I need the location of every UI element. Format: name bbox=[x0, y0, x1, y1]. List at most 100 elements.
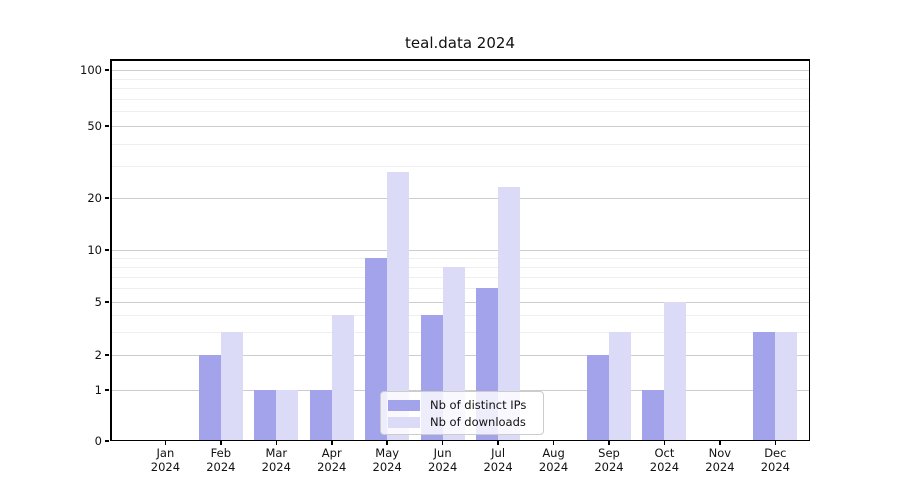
x-tick-month: May bbox=[375, 446, 400, 460]
legend-label-downloads: Nb of downloads bbox=[430, 415, 526, 429]
x-tick-mark-oct bbox=[663, 441, 666, 445]
x-tick-mark-jul bbox=[497, 441, 499, 445]
x-tick-month: Jun bbox=[433, 446, 452, 460]
y-tick-mark-2 bbox=[105, 354, 109, 356]
x-tick-month: Aug bbox=[542, 446, 565, 460]
x-tick-label-jul: Jul 2024 bbox=[470, 446, 526, 474]
x-tick-label-sep: Sep 2024 bbox=[581, 446, 637, 474]
x-tick-year: 2024 bbox=[206, 460, 236, 474]
chart-title: teal.data 2024 bbox=[405, 34, 515, 52]
legend-swatch-distinct-ips-icon bbox=[388, 399, 420, 411]
x-tick-mark-may bbox=[386, 441, 388, 445]
x-tick-label-jan: Jan 2024 bbox=[137, 446, 193, 474]
legend-swatch-downloads-icon bbox=[388, 416, 420, 428]
bar-downloads-jul bbox=[498, 187, 521, 441]
y-tick-mark-100 bbox=[105, 69, 109, 71]
x-tick-year: 2024 bbox=[705, 460, 735, 474]
x-tick-month: Oct bbox=[654, 446, 675, 460]
bar-downloads-sep bbox=[609, 331, 631, 441]
minor-gridline-80 bbox=[110, 88, 810, 90]
major-gridline-10 bbox=[110, 250, 810, 251]
bar-downloads-feb bbox=[220, 331, 243, 441]
y-tick-mark-20 bbox=[105, 197, 109, 199]
x-tick-year: 2024 bbox=[483, 460, 513, 474]
y-tick-mark-5 bbox=[105, 301, 109, 303]
x-tick-year: 2024 bbox=[760, 460, 790, 474]
bar-distinct-ips-apr bbox=[309, 390, 332, 441]
x-tick-mark-jun bbox=[441, 441, 444, 445]
bar-downloads-dec bbox=[775, 331, 798, 441]
x-tick-label-dec: Dec 2024 bbox=[747, 446, 803, 474]
x-tick-mark-jan bbox=[164, 441, 167, 445]
bar-distinct-ips-mar bbox=[254, 390, 277, 441]
major-gridline-100 bbox=[110, 70, 810, 71]
y-tick-mark-50 bbox=[105, 125, 109, 127]
x-tick-month: Feb bbox=[210, 446, 232, 460]
minor-gridline-60 bbox=[110, 111, 810, 113]
plot-area bbox=[105, 59, 810, 445]
bar-distinct-ips-dec bbox=[753, 331, 776, 441]
x-tick-label-nov: Nov 2024 bbox=[692, 446, 748, 474]
x-tick-year: 2024 bbox=[372, 460, 402, 474]
spine-right bbox=[808, 59, 810, 441]
x-tick-month: Nov bbox=[708, 446, 732, 460]
x-tick-year: 2024 bbox=[428, 460, 458, 474]
y-tick-label-1: 1 bbox=[94, 383, 102, 397]
bar-downloads-oct bbox=[664, 302, 687, 441]
x-tick-month: Jan bbox=[156, 446, 175, 460]
minor-gridline-90 bbox=[110, 78, 810, 80]
bar-distinct-ips-sep bbox=[587, 355, 609, 441]
y-tick-mark-10 bbox=[105, 249, 109, 251]
x-tick-year: 2024 bbox=[594, 460, 624, 474]
x-tick-year: 2024 bbox=[150, 460, 181, 474]
legend-item-downloads: Nb of downloads bbox=[388, 414, 535, 430]
x-tick-year: 2024 bbox=[538, 460, 569, 474]
x-tick-label-oct: Oct 2024 bbox=[636, 446, 692, 474]
bar-distinct-ips-feb bbox=[198, 355, 221, 441]
x-tick-year: 2024 bbox=[261, 460, 291, 474]
x-tick-mark-apr bbox=[331, 441, 333, 445]
y-tick-label-2: 2 bbox=[94, 348, 102, 362]
x-tick-mark-nov bbox=[719, 441, 721, 445]
x-tick-mark-feb bbox=[220, 441, 222, 445]
y-tick-mark-1 bbox=[105, 389, 109, 391]
minor-gridline-40 bbox=[110, 143, 810, 145]
x-tick-label-may: May 2024 bbox=[359, 446, 415, 474]
x-tick-label-feb: Feb 2024 bbox=[193, 446, 249, 474]
spine-bottom bbox=[110, 439, 810, 441]
spine-top bbox=[110, 59, 810, 61]
x-tick-label-mar: Mar 2024 bbox=[248, 446, 304, 474]
y-tick-label-5: 5 bbox=[94, 295, 102, 309]
bar-distinct-ips-oct bbox=[642, 390, 665, 441]
major-gridline-50 bbox=[110, 126, 810, 127]
minor-gridline-30 bbox=[110, 166, 810, 168]
minor-gridline-9 bbox=[110, 257, 810, 259]
bar-downloads-apr bbox=[331, 314, 354, 441]
legend: Nb of distinct IPs Nb of downloads bbox=[380, 391, 544, 435]
x-tick-month: Dec bbox=[764, 446, 787, 460]
y-tick-label-10: 10 bbox=[87, 243, 102, 257]
x-tick-label-jun: Jun 2024 bbox=[415, 446, 471, 474]
x-tick-label-aug: Aug 2024 bbox=[526, 446, 582, 474]
y-tick-label-20: 20 bbox=[87, 191, 102, 205]
y-tick-label-0: 0 bbox=[94, 434, 102, 448]
y-tick-label-50: 50 bbox=[87, 119, 102, 133]
x-tick-mark-mar bbox=[275, 441, 278, 445]
y-tick-label-100: 100 bbox=[80, 63, 102, 77]
x-tick-month: Mar bbox=[265, 446, 288, 460]
y-tick-mark-0 bbox=[105, 440, 109, 442]
spine-left bbox=[110, 59, 112, 441]
major-gridline-20 bbox=[110, 198, 810, 199]
x-tick-mark-aug bbox=[552, 441, 555, 445]
minor-gridline-70 bbox=[110, 98, 810, 100]
x-tick-label-apr: Apr 2024 bbox=[304, 446, 360, 474]
x-tick-month: Apr bbox=[321, 446, 342, 460]
legend-label-distinct-ips: Nb of distinct IPs bbox=[430, 398, 527, 412]
x-tick-month: Jul bbox=[491, 446, 506, 460]
bar-downloads-may bbox=[387, 171, 410, 441]
legend-item-distinct-ips: Nb of distinct IPs bbox=[388, 397, 535, 413]
x-tick-month: Sep bbox=[598, 446, 620, 460]
x-tick-mark-sep bbox=[608, 441, 610, 445]
bar-downloads-mar bbox=[276, 390, 299, 441]
x-tick-year: 2024 bbox=[317, 460, 347, 474]
